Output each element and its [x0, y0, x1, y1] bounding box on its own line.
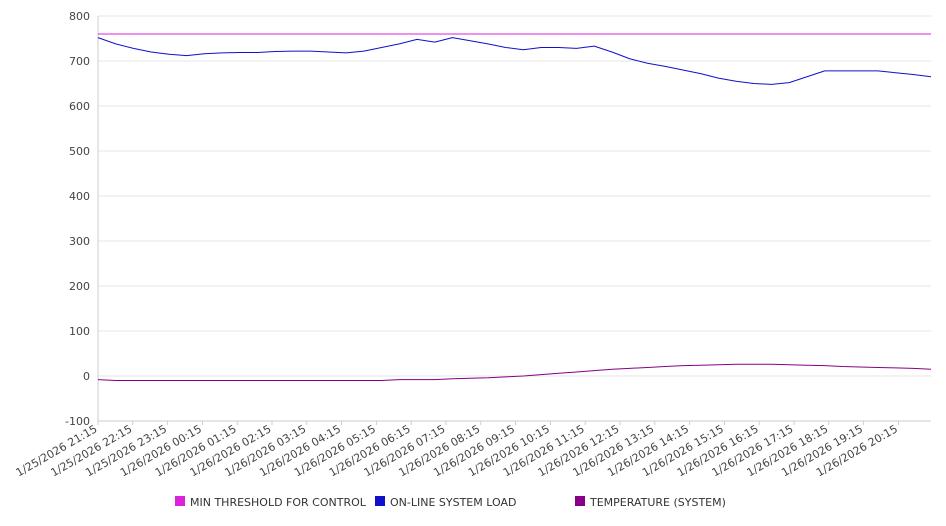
y-tick-label: 400	[69, 190, 90, 203]
series-0	[98, 33, 931, 35]
y-tick-label: 500	[69, 145, 90, 158]
series-line	[97, 37, 932, 85]
legend: MIN THRESHOLD FOR CONTROL ON-LINE SYSTEM …	[175, 496, 726, 509]
y-tick-label: 700	[69, 55, 90, 68]
y-tick-label: 800	[69, 10, 90, 23]
x-tick-labels: 1/25/2026 21:151/25/2026 22:151/25/2026 …	[14, 422, 900, 479]
y-tick-label: 100	[69, 325, 90, 338]
y-tick-label: 0	[83, 370, 90, 383]
y-tick-label: 200	[69, 280, 90, 293]
series-line	[97, 363, 932, 381]
y-tick-label: -100	[65, 415, 90, 428]
y-tick-label: 300	[69, 235, 90, 248]
legend-swatch	[575, 496, 585, 506]
grid-lines	[98, 15, 931, 422]
series-1	[97, 37, 932, 85]
legend-label: MIN THRESHOLD FOR CONTROL	[190, 496, 367, 509]
legend-label: TEMPERATURE (SYSTEM)	[589, 496, 726, 509]
legend-swatch	[375, 496, 385, 506]
legend-label: ON-LINE SYSTEM LOAD	[390, 496, 516, 509]
series-lines	[97, 33, 932, 381]
axes	[97, 16, 931, 425]
y-tick-label: 600	[69, 100, 90, 113]
series-2	[97, 363, 932, 381]
legend-swatch	[175, 496, 185, 506]
y-tick-labels: -100 0 100 200 300 400 500 600 700 800	[65, 10, 90, 428]
